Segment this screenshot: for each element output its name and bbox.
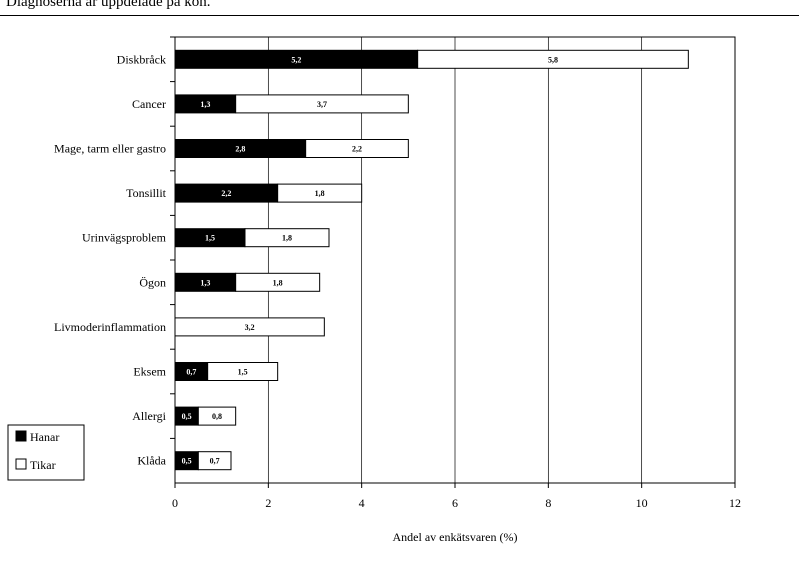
category-label: Diskbråck	[117, 52, 166, 66]
bar-tikar	[305, 139, 409, 158]
x-tick-label: 4	[359, 496, 365, 510]
caption-divider	[0, 15, 799, 16]
bar-tikar	[197, 406, 237, 426]
bar-value-label: 2,2	[221, 189, 231, 198]
bar-value-label: 5,8	[548, 55, 558, 64]
legend-label-tikar: Tikar	[30, 458, 56, 472]
x-tick-label: 6	[452, 496, 458, 510]
bar-value-label: 1,5	[205, 234, 215, 243]
x-tick-label: 10	[636, 496, 648, 510]
bar-value-label: 0,7	[186, 368, 196, 377]
bar-value-label: 1,3	[200, 278, 210, 287]
bar-value-label: 1,8	[315, 189, 325, 198]
legend-swatch-tikar	[15, 458, 27, 470]
figure-caption: Diagnoserna är uppdelade på kön.	[6, 0, 211, 10]
bar-tikar	[235, 272, 321, 292]
category-labels: Diskbråck Cancer Mage, tarm eller gastro To…	[54, 36, 175, 468]
legend-swatch-hanar	[15, 430, 27, 442]
bar-value-label: 3,7	[317, 100, 327, 109]
bar-value-label: 0,7	[210, 457, 220, 466]
category-label: Ögon	[139, 275, 166, 289]
category-label: Klåda	[137, 454, 166, 468]
x-ticks: 0 2 4 6 8 10 12	[172, 483, 741, 510]
bar-tikar	[197, 451, 232, 471]
category-label: Urinvägsproblem	[82, 231, 167, 245]
x-tick-label: 8	[545, 496, 551, 510]
bar-tikar	[235, 94, 409, 114]
legend-label-hanar: Hanar	[30, 430, 59, 444]
bar-value-label: 3,2	[245, 323, 255, 332]
category-label: Mage, tarm eller gastro	[54, 142, 166, 156]
bar-value-label: 0,5	[182, 412, 192, 421]
bar-value-label: 2,2	[352, 145, 362, 154]
bar-value-label: 5,2	[291, 55, 301, 64]
bar-value-label: 0,5	[182, 457, 192, 466]
bar-tikar	[417, 49, 689, 69]
bar-tikar	[174, 317, 325, 337]
bar-tikar	[244, 228, 330, 248]
bar-tikar	[277, 183, 363, 203]
category-label: Cancer	[132, 97, 166, 111]
bar-value-label: 0,8	[212, 412, 222, 421]
bar-value-label: 1,5	[238, 368, 248, 377]
x-tick-label: 0	[172, 496, 178, 510]
legend: Hanar Tikar	[7, 424, 85, 481]
x-tick-label: 12	[729, 496, 741, 510]
x-tick-label: 2	[265, 496, 271, 510]
bar-value-label: 1,8	[273, 278, 283, 287]
bar-tikar	[207, 362, 279, 381]
bars: 5,2 5,8 1,3 3,7 2,8 2,2 2,2 1,8 1,5 1,8 1,3 1,8 3,2 0…	[174, 49, 689, 471]
category-label: Eksem	[133, 365, 166, 379]
category-label: Allergi	[132, 409, 166, 423]
bar-value-label: 1,8	[282, 234, 292, 243]
category-label: Tonsillit	[126, 186, 166, 200]
bar-value-label: 2,8	[235, 145, 245, 154]
x-axis-title: Andel av enkätsvaren (%)	[393, 530, 518, 544]
bar-value-label: 1,3	[200, 100, 210, 109]
category-label: Livmoderinflammation	[54, 320, 166, 334]
